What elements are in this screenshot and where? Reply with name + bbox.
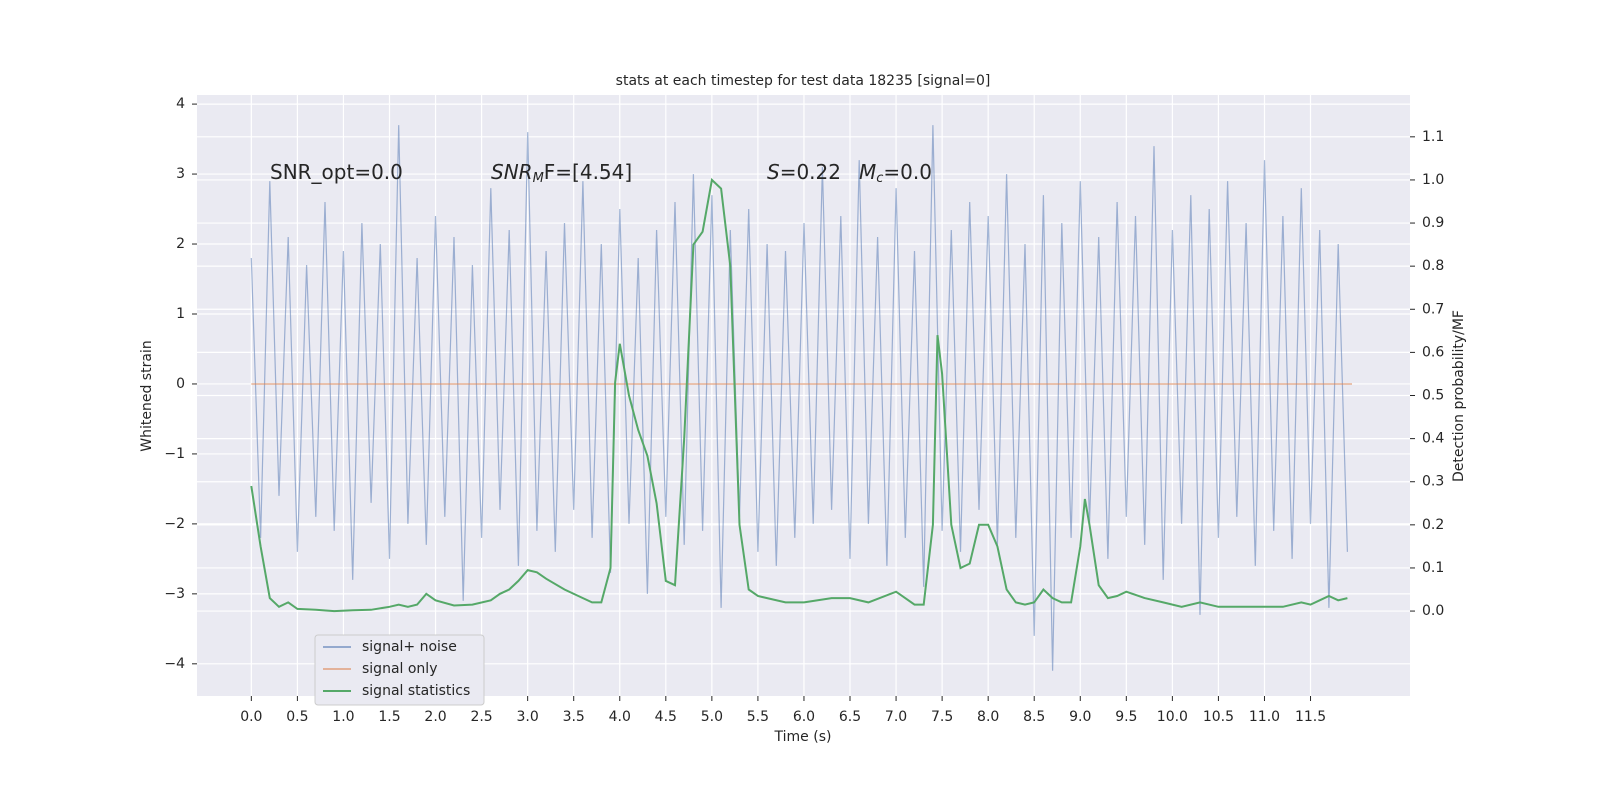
y2-tick-label: 0.8 [1422, 258, 1444, 274]
annotation: SNR_opt=0.0 [270, 160, 403, 184]
x-tick-label: 1.0 [332, 709, 354, 725]
annotation-base: SNR [491, 160, 533, 184]
legend-label: signal+ noise [362, 639, 457, 655]
x-tick-label: 4.5 [655, 709, 677, 725]
x-tick-label: 0.5 [286, 709, 308, 725]
y-tick-label: 4 [176, 96, 185, 112]
y-tick-label: −4 [164, 656, 185, 672]
x-tick-label: 10.0 [1157, 709, 1188, 725]
x-tick-label: 4.0 [609, 709, 631, 725]
x-tick-label: 3.0 [517, 709, 539, 725]
y-tick-label: 1 [176, 306, 185, 322]
y2-tick-label: 0.7 [1422, 301, 1444, 317]
y2-tick-label: 0.0 [1422, 603, 1444, 619]
y-axis-label: Whitened strain [139, 340, 155, 451]
x-tick-label: 5.5 [747, 709, 769, 725]
series-line [250, 177, 1348, 613]
y2-tick-label: 1.1 [1422, 129, 1444, 145]
x-tick-label: 8.0 [977, 709, 999, 725]
annotation-rest: F=[4.54] [544, 160, 632, 184]
annotation-base: S [767, 160, 780, 184]
x-tick-label: 10.5 [1203, 709, 1234, 725]
annotation-sub: c [876, 171, 883, 186]
y2-tick-label: 0.4 [1422, 431, 1444, 447]
x-tick-label: 2.5 [470, 709, 492, 725]
y-tick-label: −1 [164, 446, 185, 462]
y2-tick-label: 0.9 [1422, 215, 1444, 231]
x-tick-label: 5.0 [701, 709, 723, 725]
y2-tick-label: 0.2 [1422, 517, 1444, 533]
y-tick-label: 0 [176, 376, 185, 392]
x-tick-label: 6.0 [793, 709, 815, 725]
y-tick-label: −2 [164, 516, 185, 532]
y2-tick-label: 0.1 [1422, 560, 1444, 576]
y2-tick-label: 1.0 [1422, 172, 1444, 188]
x-tick-label: 3.5 [563, 709, 585, 725]
x-tick-label: 9.0 [1069, 709, 1091, 725]
x-tick-label: 8.5 [1023, 709, 1045, 725]
y2-tick-label: 0.6 [1422, 344, 1444, 360]
annotation-sub: M [533, 171, 544, 186]
series-line [250, 125, 1348, 671]
x-tick-label: 11.0 [1249, 709, 1280, 725]
y2-axis-label: Detection probability/MF [1451, 310, 1467, 482]
y-tick-label: 3 [176, 166, 185, 182]
annotation-base: SNR_opt=0.0 [270, 160, 403, 184]
legend-label: signal only [362, 661, 437, 677]
x-tick-label: 7.0 [885, 709, 907, 725]
annotation-rest: =0.0 [883, 160, 932, 184]
annotation-rest: =0.22 [780, 160, 841, 184]
x-tick-label: 0.0 [240, 709, 262, 725]
y-tick-label: 2 [176, 236, 185, 252]
annotation-base: M [859, 160, 876, 184]
x-tick-label: 2.0 [424, 709, 446, 725]
y2-tick-label: 0.5 [1422, 388, 1444, 404]
chart-title: stats at each timestep for test data 182… [616, 73, 991, 89]
legend-box [314, 634, 485, 706]
x-tick-label: 1.5 [378, 709, 400, 725]
y2-tick-label: 0.3 [1422, 474, 1444, 490]
x-axis-label: Time (s) [774, 729, 832, 745]
x-tick-label: 9.5 [1115, 709, 1137, 725]
annotation: S=0.22 [767, 160, 841, 184]
legend-label: signal statistics [362, 683, 470, 699]
y-tick-label: −3 [164, 586, 185, 602]
x-tick-label: 7.5 [931, 709, 953, 725]
annotation: SNRMF=[4.54] [491, 160, 632, 186]
x-tick-label: 6.5 [839, 709, 861, 725]
x-tick-label: 11.5 [1295, 709, 1326, 725]
annotation: Mc=0.0 [859, 160, 932, 186]
